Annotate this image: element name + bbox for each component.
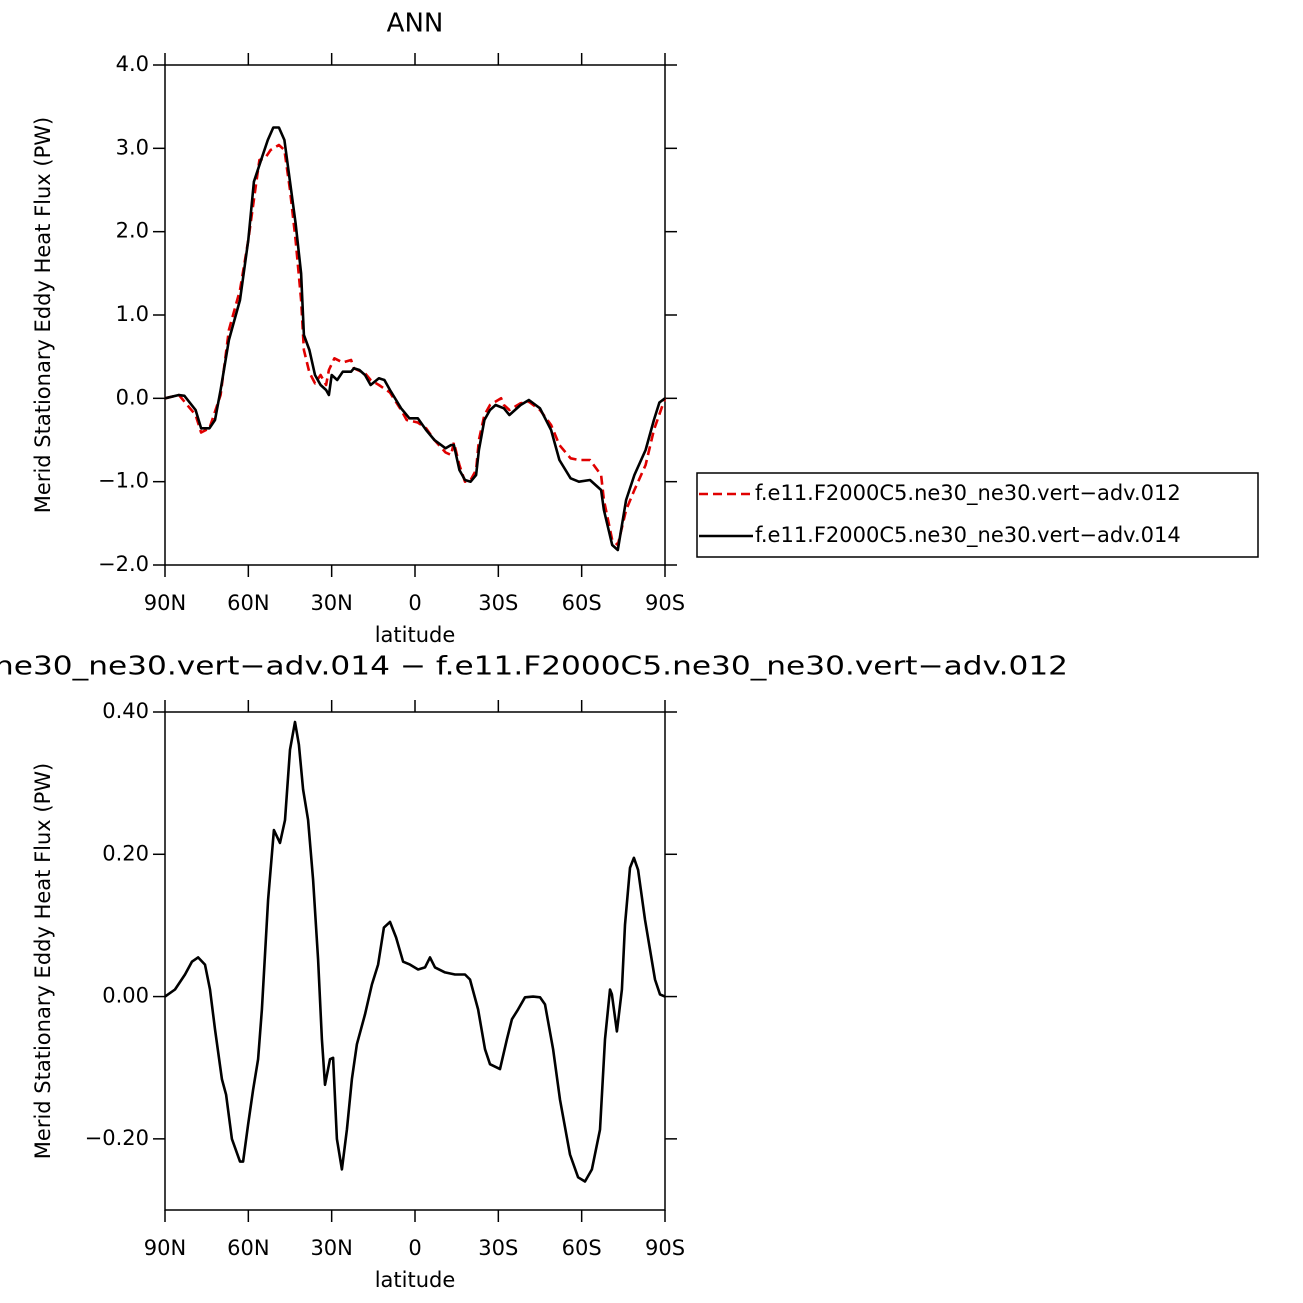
x-tick-label: 90S [645, 1236, 685, 1260]
data-line [164, 126, 666, 552]
x-tick-label: 30S [478, 591, 518, 615]
x-axis-label: latitude [375, 1268, 456, 1292]
legend-box [696, 472, 1259, 558]
x-axis-label: latitude [375, 623, 456, 647]
x-tick-label: 60N [227, 1236, 269, 1260]
x-tick-label: 0 [408, 591, 421, 615]
x-tick-label: 60S [562, 1236, 602, 1260]
y-tick-label: 0.0 [116, 385, 149, 409]
y-tick-label: −2.0 [98, 552, 149, 576]
x-tick-label: 30S [478, 1236, 518, 1260]
data-line [164, 720, 666, 1183]
legend-label: f.e11.F2000C5.ne30_ne30.vert−adv.014 [755, 523, 1181, 548]
x-tick-label: 90N [144, 1236, 186, 1260]
data-line [164, 143, 667, 547]
y-tick-label: 4.0 [116, 52, 149, 76]
y-tick-label: 0.40 [102, 699, 149, 723]
y-tick-label: 2.0 [116, 219, 149, 243]
y-tick-label: 3.0 [116, 135, 149, 159]
y-tick-label: 1.0 [116, 302, 149, 326]
y-tick-label: 0.20 [102, 841, 149, 865]
x-tick-label: 60N [227, 591, 269, 615]
x-tick-label: 30N [310, 1236, 352, 1260]
x-tick-label: 90N [144, 591, 186, 615]
chart-title: ANN [387, 9, 444, 39]
plot-frame [164, 64, 666, 566]
chart-title: ne30_ne30.vert−adv.014 − f.e11.F2000C5.n… [0, 652, 1068, 682]
x-tick-label: 90S [645, 591, 685, 615]
x-tick-label: 60S [562, 591, 602, 615]
plot-frame [164, 711, 666, 1211]
legend-label: f.e11.F2000C5.ne30_ne30.vert−adv.012 [755, 481, 1181, 506]
y-tick-label: −0.20 [85, 1126, 149, 1150]
x-tick-label: 0 [408, 1236, 421, 1260]
x-tick-label: 30N [310, 591, 352, 615]
y-axis-label: Merid Stationary Eddy Heat Flux (PW) [31, 763, 55, 1159]
y-axis-label: Merid Stationary Eddy Heat Flux (PW) [31, 117, 55, 513]
y-tick-label: 0.00 [102, 984, 149, 1008]
y-tick-label: −1.0 [98, 469, 149, 493]
